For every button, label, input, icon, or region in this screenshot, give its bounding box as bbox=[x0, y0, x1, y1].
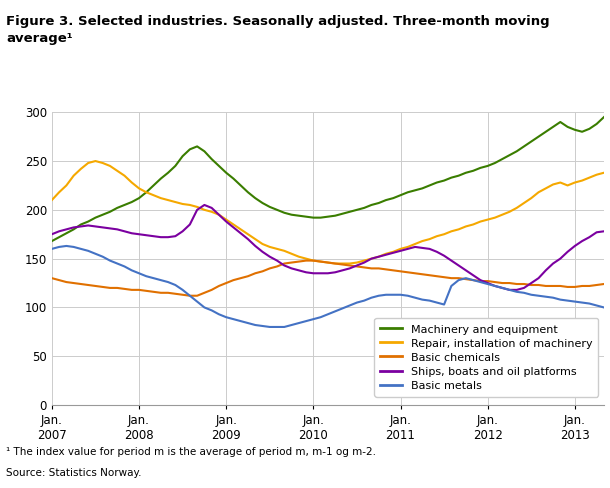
Text: Figure 3. Selected industries. Seasonally adjusted. Three-month moving
average¹: Figure 3. Selected industries. Seasonall… bbox=[6, 15, 550, 44]
Text: ¹ The index value for period m is the average of period m, m-1 og m-2.: ¹ The index value for period m is the av… bbox=[6, 447, 376, 456]
Legend: Machinery and equipment, Repair, installation of machinery, Basic chemicals, Shi: Machinery and equipment, Repair, install… bbox=[375, 318, 598, 397]
Text: Source: Statistics Norway.: Source: Statistics Norway. bbox=[6, 468, 142, 478]
